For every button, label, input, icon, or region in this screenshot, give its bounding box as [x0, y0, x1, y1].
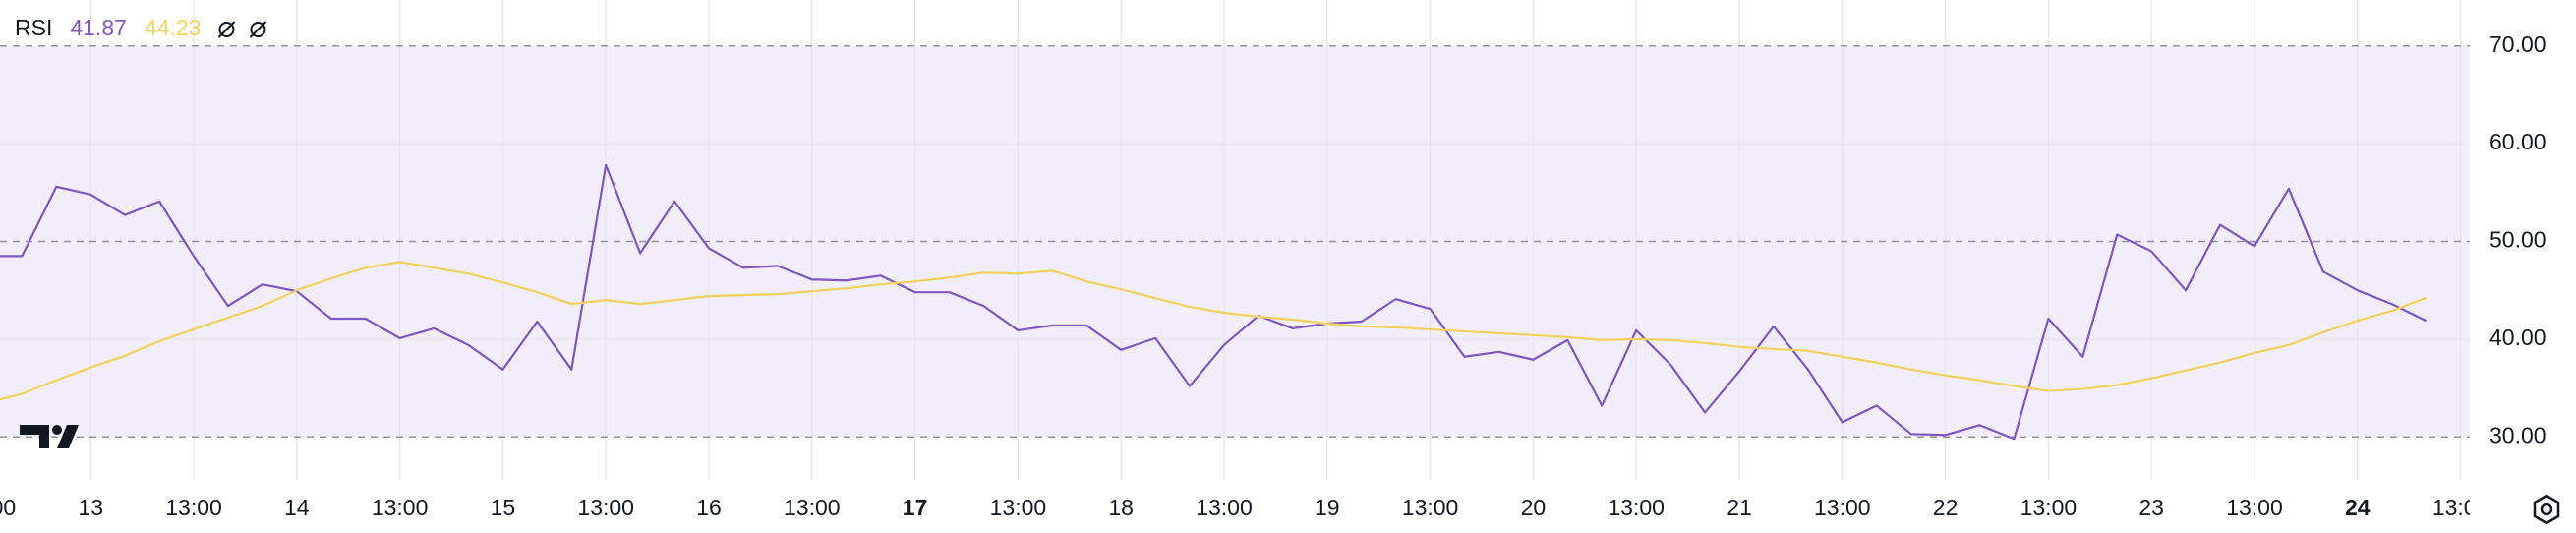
x-tick-label: 16 — [696, 495, 722, 520]
x-tick-label: 18 — [1108, 495, 1134, 520]
x-tick-label: 13:00 — [1402, 495, 1459, 520]
x-tick-label: 13:00 — [1196, 495, 1253, 520]
y-tick-label: 60.00 — [2489, 129, 2547, 154]
x-tick-label: 13:00 — [2432, 495, 2489, 520]
tradingview-logo — [20, 425, 79, 448]
series-last-value: 41.87 — [70, 15, 127, 40]
x-tick-label: 17 — [903, 495, 928, 520]
rsi-line — [0, 261, 2428, 401]
y-tick-label: 30.00 — [2489, 422, 2547, 447]
rsi-line — [0, 163, 2428, 441]
na-icon — [218, 22, 235, 37]
na-icon-slash — [217, 21, 236, 38]
x-tick-label: 13:00 — [2020, 495, 2078, 520]
x-tick-label: 13 — [78, 495, 103, 520]
x-tick-label: 13:00 — [165, 495, 222, 520]
x-tick-label: 24 — [2345, 495, 2371, 520]
na-icon — [250, 22, 266, 37]
x-tick-label: 13:00 — [1814, 495, 1871, 520]
x-tick-label: 20 — [1521, 495, 1547, 520]
x-tick-label: 23 — [2138, 495, 2164, 520]
x-tick-label: 15 — [491, 495, 516, 520]
x-tick-label: 13:00 — [1608, 495, 1665, 520]
na-icon-slash — [249, 21, 267, 38]
series-last-value: 44.23 — [145, 15, 202, 40]
x-tick-label: 22 — [1933, 495, 1959, 520]
x-tick-label: 13:00 — [784, 495, 841, 520]
x-tick-label: 21 — [1727, 495, 1752, 520]
y-tick-label: 40.00 — [2489, 325, 2547, 350]
x-tick-label: 19 — [1315, 495, 1340, 520]
x-tick-label: 13:00 — [372, 495, 429, 520]
y-tick-label: 50.00 — [2489, 227, 2547, 253]
x-tick-label: 13:00 — [2226, 495, 2283, 520]
x-tick-label: 13:00 — [0, 495, 16, 520]
indicator-name: RSI — [15, 15, 52, 40]
settings-icon[interactable] — [2533, 494, 2560, 525]
y-tick-label: 70.00 — [2489, 31, 2547, 57]
x-tick-label: 13:00 — [577, 495, 634, 520]
x-tick-label: 13:00 — [990, 495, 1047, 520]
x-tick-label: 14 — [284, 495, 310, 520]
